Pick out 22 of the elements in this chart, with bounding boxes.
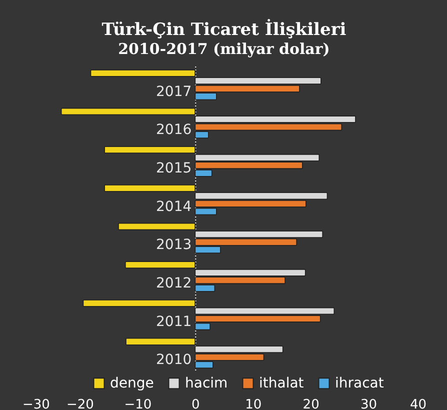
legend-label: denge <box>110 375 154 392</box>
x-tick-label: −30 <box>22 398 50 410</box>
x-tick-label: 20 <box>302 398 320 410</box>
x-tick-label: −20 <box>66 398 94 410</box>
y-tick-label: 2011 <box>156 314 192 330</box>
chart-title: Türk-Çin Ticaret İlişkileri <box>102 19 347 40</box>
y-tick-label: 2016 <box>156 122 192 138</box>
x-tick-label: 30 <box>360 398 378 410</box>
y-tick-label: 2014 <box>156 198 192 215</box>
legend-label: hacim <box>185 375 228 392</box>
y-tick-label: 2017 <box>156 84 192 100</box>
legend-label: ihracat <box>335 375 384 392</box>
y-tick-label: 2012 <box>156 276 192 292</box>
x-tick-label: 10 <box>245 398 262 410</box>
chart-subtitle: 2010-2017 (milyar dolar) <box>118 40 330 58</box>
legend-label: ithalat <box>259 375 304 392</box>
x-tick-label: −10 <box>124 398 152 410</box>
y-tick-label: 2013 <box>156 237 192 254</box>
y-tick-label: 2010 <box>156 352 192 368</box>
y-tick-label: 2015 <box>156 160 192 176</box>
x-tick-label: 0 <box>192 398 200 410</box>
x-tick-label: 40 <box>410 398 426 410</box>
